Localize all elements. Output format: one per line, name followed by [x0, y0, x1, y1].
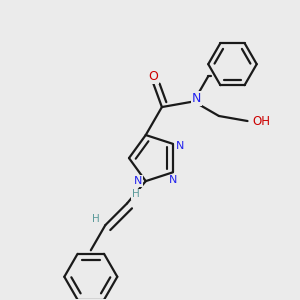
Text: N: N [192, 92, 201, 105]
Text: O: O [148, 70, 158, 83]
Text: H: H [132, 189, 140, 199]
Text: H: H [92, 214, 100, 224]
Text: N: N [176, 141, 184, 152]
Text: N: N [134, 176, 142, 186]
Text: N: N [169, 176, 177, 185]
Text: OH: OH [252, 115, 270, 128]
